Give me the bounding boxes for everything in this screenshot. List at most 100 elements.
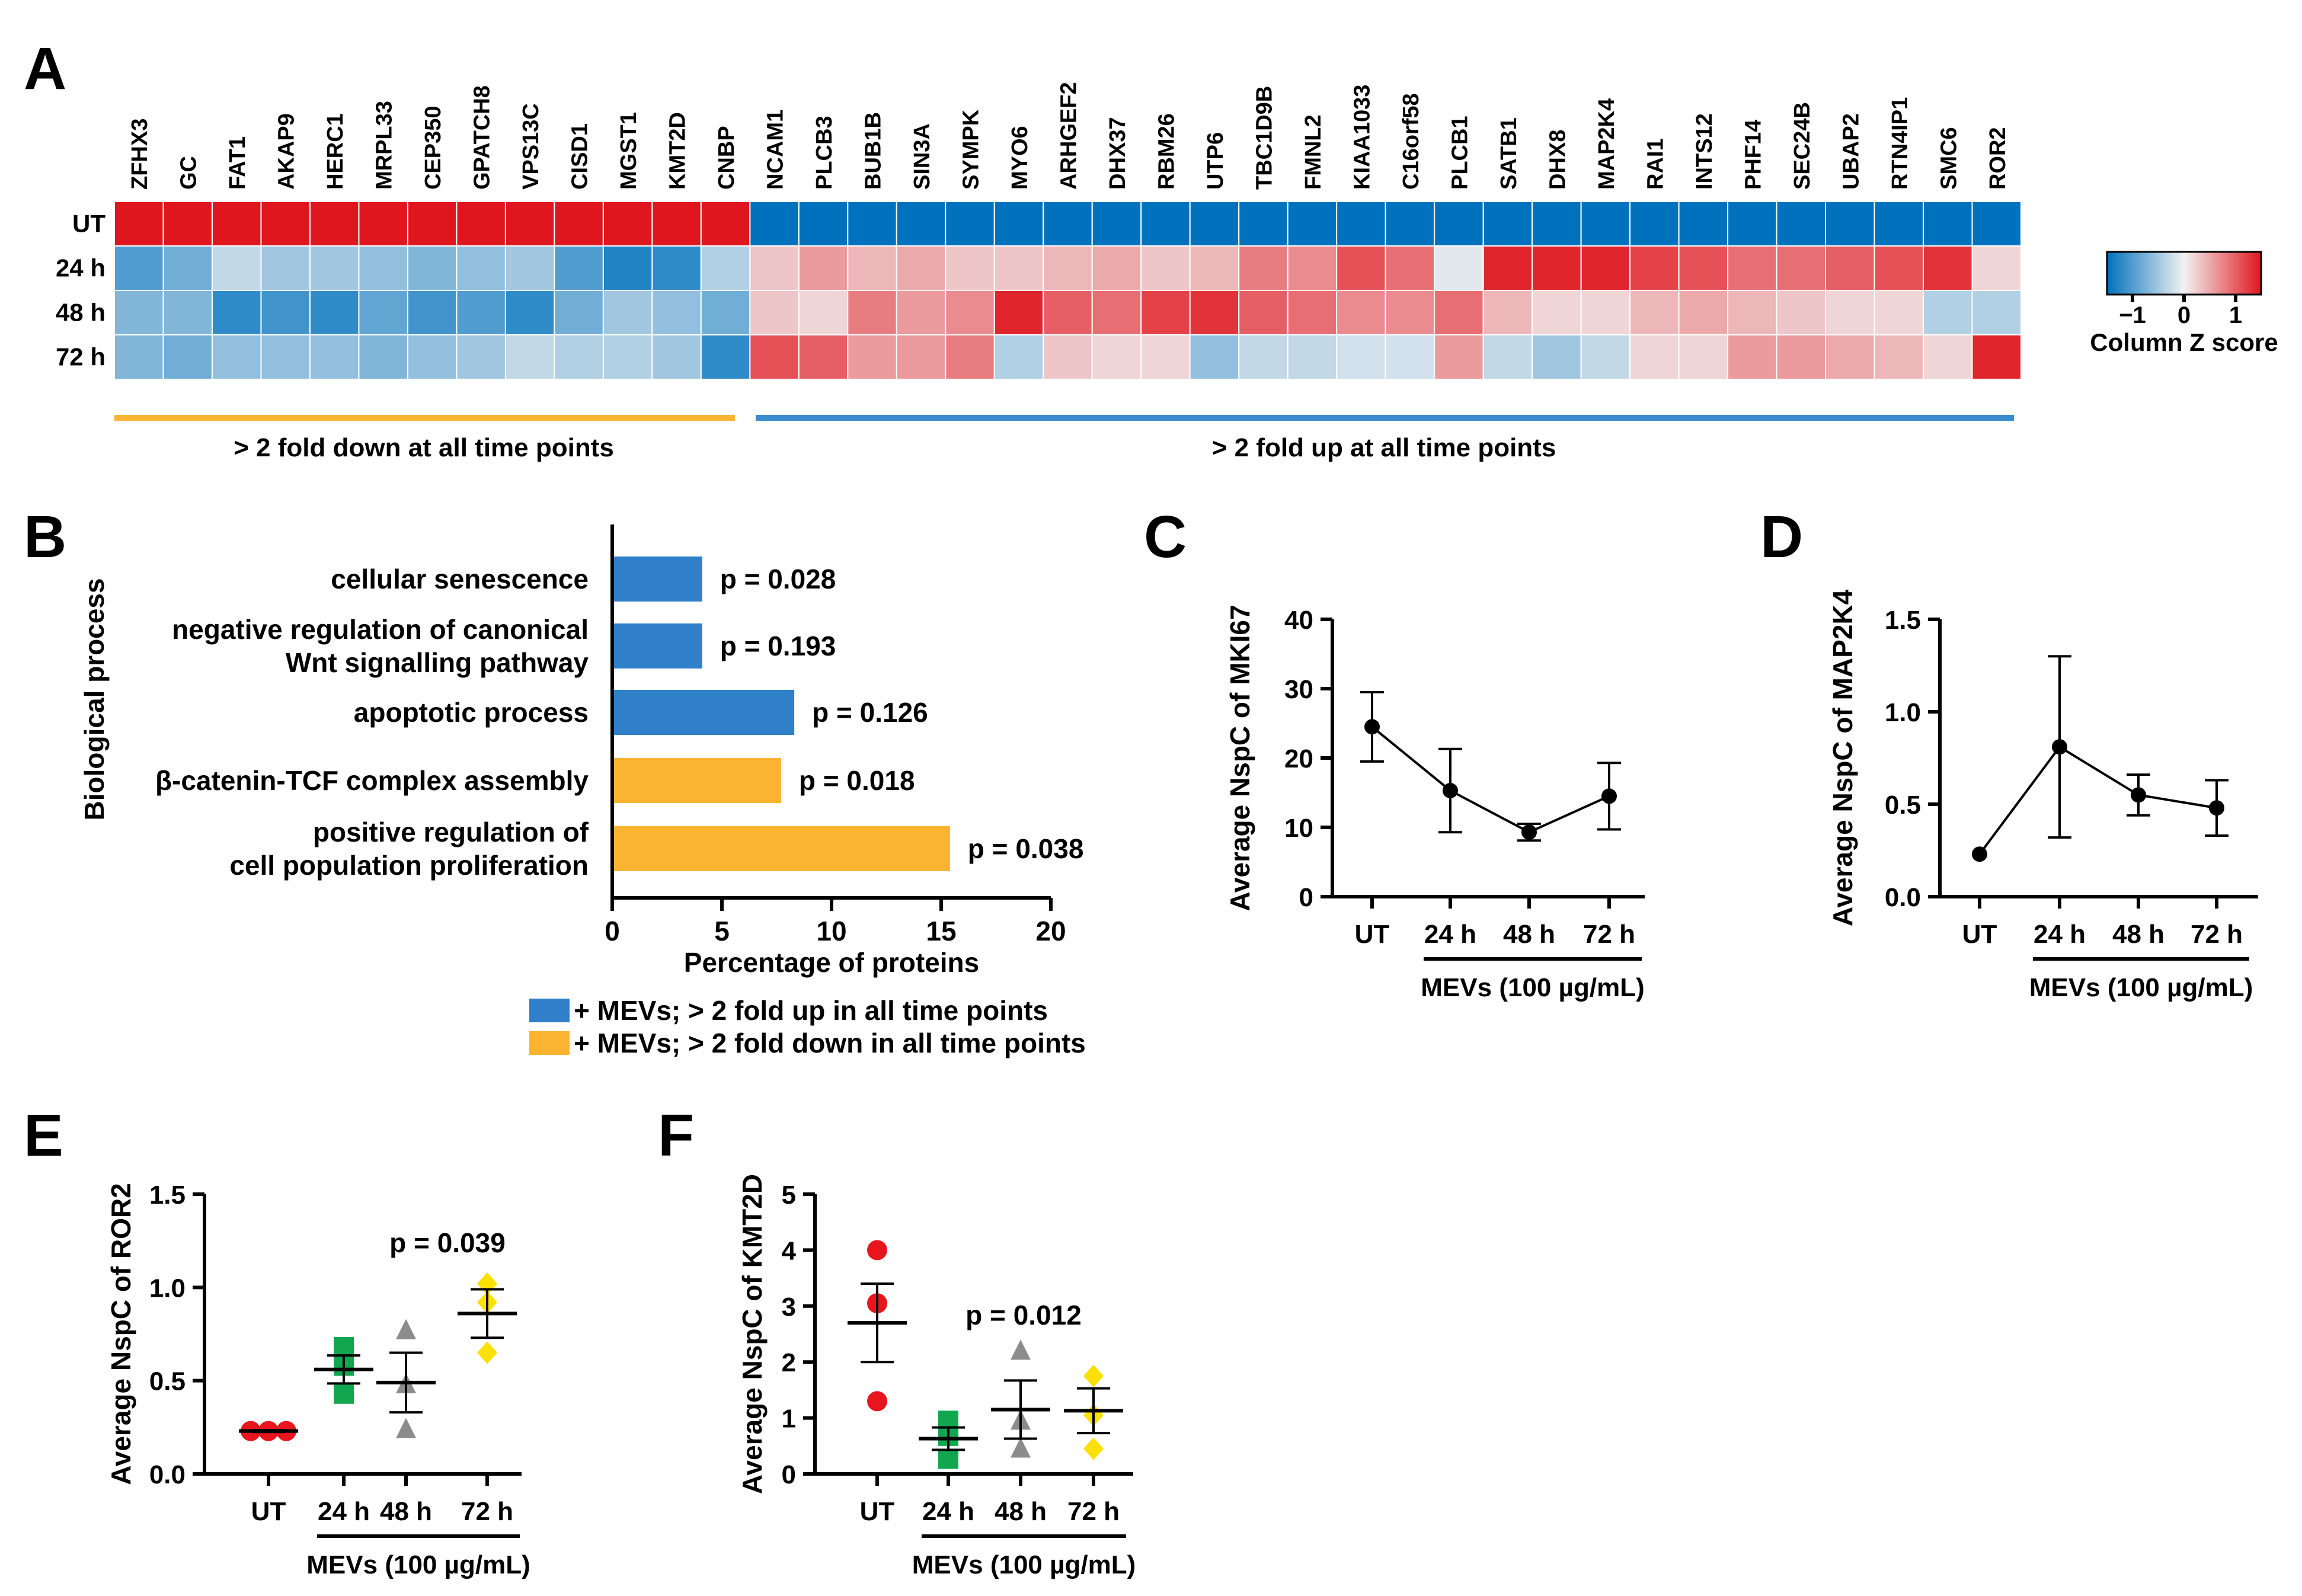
heatmap-cell (1043, 201, 1093, 247)
heatmap-cell (1971, 201, 2022, 247)
gene-label: MRPL33 (372, 101, 397, 190)
y-tick-label: 1 (782, 1405, 796, 1434)
data-point (1364, 719, 1380, 735)
heatmap-cell (993, 201, 1044, 247)
heatmap-cell (211, 245, 262, 291)
heatmap-cell (1238, 245, 1289, 291)
heatmap-cell (504, 201, 555, 247)
heatmap-cell (651, 201, 702, 247)
x-tick-label: 72 h (1583, 920, 1635, 949)
heatmap-cell (1238, 290, 1289, 335)
y-tick-label: 10 (1284, 814, 1313, 843)
heatmap-cell (651, 245, 702, 291)
heatmap-cell (456, 290, 506, 335)
heatmap-cell (1678, 201, 1729, 247)
heatmap-cell (945, 290, 995, 335)
category-label: Wnt signalling pathway (286, 647, 589, 678)
gene-label: RTN4IP1 (1888, 97, 1913, 190)
heatmap-cell (749, 201, 800, 247)
heatmap-cell (1385, 334, 1435, 380)
heatmap-cell (1580, 334, 1631, 380)
heatmap-cell (260, 334, 311, 380)
heatmap-cell (1629, 201, 1680, 247)
x-tick-label: 72 h (2191, 920, 2243, 949)
bar-p-value: p = 0.018 (799, 765, 915, 796)
data-point (1601, 788, 1617, 804)
gene-label: SMC6 (1936, 127, 1961, 190)
heatmap-cell (700, 245, 751, 291)
category-label: negative regulation of canonical (172, 614, 589, 645)
heatmap-cell (1923, 201, 1973, 247)
heatmap-cell (1678, 245, 1729, 291)
x-tick-label: 15 (926, 916, 956, 946)
data-point (938, 1448, 958, 1469)
heatmap-cell (260, 201, 311, 247)
heatmap-cell (1825, 201, 1875, 247)
heatmap-cell (309, 334, 360, 380)
bar (612, 623, 702, 669)
heatmap-cell (1923, 290, 1973, 335)
heatmap-cell (700, 334, 751, 380)
heatmap-cell (1189, 245, 1240, 291)
heatmap-cell (602, 201, 653, 247)
gene-label: CNBP (714, 126, 739, 190)
heatmap-cell (504, 245, 555, 291)
heatmap-cell (1776, 290, 1827, 335)
heatmap-cell (554, 245, 604, 291)
data-point (1083, 1437, 1104, 1460)
data-point (1443, 782, 1458, 798)
y-axis-title: Average NspC of MAP2K4 (1827, 589, 1858, 926)
series-line (1978, 745, 2217, 855)
gene-label: MYO6 (1008, 126, 1032, 190)
legend-swatch (529, 1031, 570, 1055)
x-tick-label: 48 h (2112, 920, 2164, 949)
gene-label: AKAP9 (274, 113, 299, 190)
category-label: cell population proliferation (229, 850, 589, 881)
gene-label: RAI1 (1643, 138, 1668, 190)
heatmap-cell (260, 245, 311, 291)
heatmap-cell (1482, 201, 1533, 247)
map2k4-line-chart: 0.0 0.5 1.0 1.5 UT 24 h 48 h 72 h MEVs (100 µg/m… (1827, 589, 2258, 1002)
y-tick-label: 30 (1284, 675, 1313, 704)
heatmap-cell (1678, 290, 1729, 335)
heatmap-cell (162, 290, 213, 335)
heatmap-cell (1532, 201, 1582, 247)
heatmap-cell (456, 334, 506, 380)
y-tick-label: 1.5 (1885, 606, 1921, 635)
heatmap-cell (1482, 334, 1533, 380)
heatmap-cell (945, 245, 995, 291)
data-point (867, 1240, 887, 1261)
heatmap-cell (1434, 334, 1484, 380)
heatmap-cell (749, 245, 800, 291)
heatmap-cell (162, 201, 213, 247)
heatmap-cell (1287, 201, 1338, 247)
x-tick-label: 24 h (922, 1497, 974, 1526)
heatmap-cell (1825, 334, 1875, 380)
p-value-annotation: p = 0.012 (965, 1300, 1082, 1330)
heatmap-cell (1776, 245, 1827, 291)
heatmap-cell (993, 245, 1044, 291)
group-label: MEVs (100 µg/mL) (912, 1550, 1136, 1579)
group-label-up: > 2 fold up at all time points (1212, 433, 1556, 462)
heatmap-cell (602, 290, 653, 335)
gene-label: DHX8 (1545, 130, 1570, 190)
y-axis-title: Average NspC of MKI67 (1224, 605, 1255, 911)
gene-label: SIN3A (910, 123, 935, 190)
ror2-scatter-chart: 0.0 0.5 1.0 1.5 UT 24 h 48 h 72 h MEVs (100 µg/m… (105, 1181, 530, 1579)
group-label: MEVs (100 µg/mL) (2029, 973, 2253, 1002)
heatmap-cell (1532, 334, 1582, 380)
heatmap-cell (1043, 245, 1093, 291)
x-tick-label: 20 (1035, 916, 1066, 946)
gene-label: PLCB1 (1447, 116, 1472, 190)
heatmap-cell (1140, 334, 1191, 380)
heatmap-cell (1043, 290, 1093, 335)
heatmap-cell (1629, 334, 1680, 380)
heatmap-cell (1287, 245, 1338, 291)
heatmap-cell (1140, 201, 1191, 247)
gene-label: ROR2 (1986, 127, 2010, 190)
data-point (1083, 1364, 1104, 1387)
heatmap-cell (1140, 290, 1191, 335)
heatmap-cell (700, 201, 751, 247)
heatmap-cell (1091, 334, 1142, 380)
heatmap-cell (407, 245, 458, 291)
